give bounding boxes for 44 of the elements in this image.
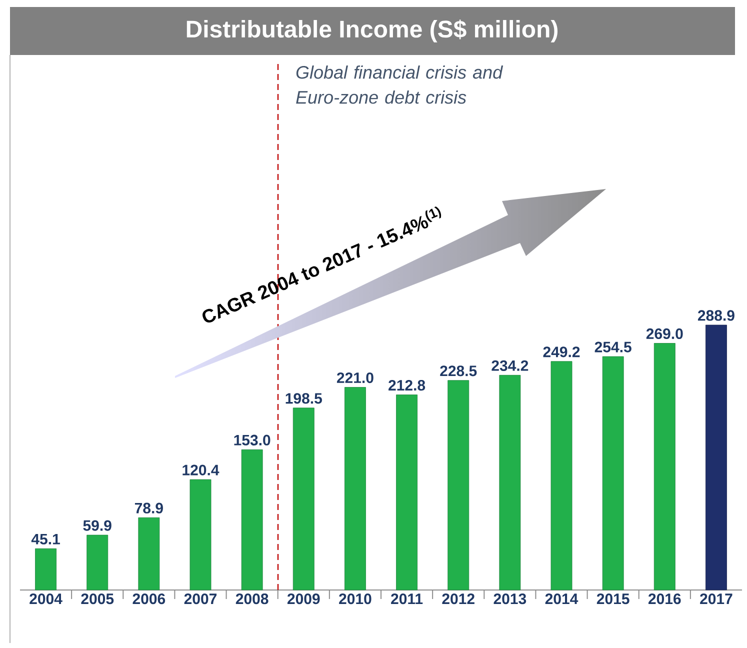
x-tick-label: 2015 (596, 594, 630, 604)
bar (448, 380, 470, 590)
bar (292, 408, 314, 590)
x-tick-label: 2005 (81, 594, 114, 604)
bar (550, 361, 572, 590)
x-tick-label: 2009 (287, 594, 320, 604)
x-tick-label: 2004 (30, 594, 62, 604)
x-tick-label: 2010 (339, 594, 372, 604)
bar (344, 387, 366, 590)
data-label: 254.5 (594, 342, 632, 352)
x-tick-label: 2008 (236, 594, 268, 604)
data-label: 269.0 (646, 328, 683, 340)
bar (138, 517, 160, 590)
bar (35, 548, 56, 590)
data-label: 234.2 (492, 360, 528, 371)
data-label: 78.9 (134, 502, 163, 514)
bar (241, 449, 263, 590)
data-label: 153.0 (234, 434, 270, 446)
bar (706, 324, 727, 590)
x-tick-label: 2016 (648, 594, 681, 604)
x-tick-label: 2006 (132, 594, 166, 604)
bar (86, 534, 108, 590)
bar (499, 374, 521, 590)
data-label: 212.8 (388, 380, 426, 391)
data-label: 45.1 (31, 534, 60, 544)
chart-title: Distributable Income (S$ million) (186, 20, 558, 42)
text: Global financial crisis and Euro-zone debt crisis (296, 66, 504, 104)
data-label: 228.5 (440, 366, 477, 376)
x-tick-label: 2012 (442, 594, 474, 604)
x-tick-label: 2014 (545, 594, 578, 604)
data-label: 59.9 (83, 520, 112, 531)
data-label: 120.4 (182, 464, 220, 476)
data-label: 198.5 (286, 393, 322, 404)
bar (654, 343, 676, 590)
x-tick-label: 2017 (700, 594, 732, 604)
data-label: 288.9 (698, 310, 734, 321)
bar (602, 356, 624, 590)
data-label: 249.2 (543, 346, 580, 358)
x-tick-label: 2007 (184, 594, 217, 604)
bar (396, 394, 418, 590)
x-tick-label: 2013 (494, 594, 526, 604)
x-tick-label: 2011 (391, 594, 423, 604)
data-label: 221.0 (336, 372, 374, 384)
bar (190, 479, 212, 590)
